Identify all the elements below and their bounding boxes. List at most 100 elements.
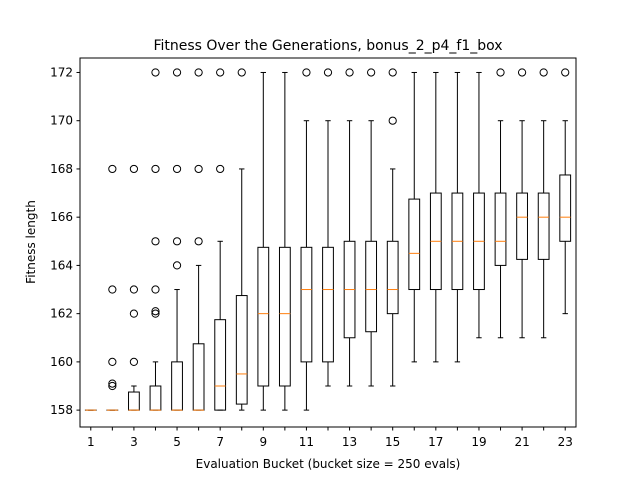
outlier-point bbox=[172, 237, 182, 246]
y-tick-label: 164 bbox=[50, 258, 73, 272]
outlier-point bbox=[367, 68, 376, 77]
outlier-point bbox=[517, 68, 527, 77]
outlier-point bbox=[108, 285, 117, 294]
outlier-point bbox=[388, 116, 397, 125]
y-tick-label: 160 bbox=[50, 355, 73, 369]
box-plot-20 bbox=[494, 68, 507, 339]
outlier-point bbox=[216, 68, 225, 77]
y-tick-label: 168 bbox=[50, 162, 73, 176]
box-plot-16 bbox=[408, 71, 421, 363]
outlier-point bbox=[561, 68, 570, 77]
x-tick-label: 1 bbox=[87, 435, 95, 449]
box bbox=[322, 246, 334, 363]
outlier-point bbox=[345, 68, 354, 77]
x-tick-label: 23 bbox=[558, 435, 573, 449]
box-plot-11 bbox=[300, 68, 313, 411]
outlier-point bbox=[129, 309, 139, 318]
y-tick-label: 172 bbox=[50, 65, 73, 79]
y-tick-label: 162 bbox=[50, 307, 73, 321]
box-plot-7 bbox=[214, 68, 227, 411]
outlier-point bbox=[108, 357, 117, 366]
outlier-point bbox=[323, 68, 333, 77]
box bbox=[365, 240, 378, 333]
y-axis: 158 160 162 164 166 168 170 172 bbox=[50, 65, 80, 417]
outlier-point bbox=[194, 68, 203, 77]
outlier-point bbox=[151, 164, 160, 174]
x-tick-label: 7 bbox=[216, 435, 224, 449]
box bbox=[235, 295, 248, 405]
outlier-point bbox=[151, 68, 160, 77]
x-tick-label: 5 bbox=[173, 435, 181, 449]
outlier-point bbox=[108, 381, 117, 391]
outlier-point bbox=[237, 68, 246, 77]
box bbox=[559, 174, 572, 242]
outlier-point bbox=[151, 285, 160, 294]
outlier-point bbox=[194, 237, 203, 246]
x-axis: 1 3 5 7 9 11 13 15 17 19 21 23 bbox=[87, 427, 573, 449]
box-plot-18 bbox=[451, 71, 464, 363]
outlier-point bbox=[172, 68, 182, 77]
box-plot-2 bbox=[106, 164, 119, 411]
box bbox=[149, 385, 162, 411]
outlier-point bbox=[129, 285, 139, 294]
box-plot-23 bbox=[559, 68, 572, 315]
box bbox=[494, 192, 507, 266]
box-plot-8 bbox=[235, 68, 248, 411]
outlier-point bbox=[108, 164, 117, 174]
outlier-point bbox=[151, 309, 160, 318]
box-plot-4 bbox=[149, 68, 162, 411]
box-plot-14 bbox=[365, 68, 378, 387]
outlier-point bbox=[172, 261, 182, 270]
box bbox=[257, 246, 270, 387]
x-tick-label: 21 bbox=[514, 435, 529, 449]
box bbox=[214, 319, 227, 411]
outlier-point bbox=[151, 307, 160, 316]
x-tick-label: 17 bbox=[428, 435, 443, 449]
box-plot-5 bbox=[171, 68, 183, 411]
box-plot-17 bbox=[429, 71, 442, 363]
box-plot-15 bbox=[386, 68, 399, 387]
box-plot-21 bbox=[516, 68, 528, 339]
box bbox=[516, 192, 528, 260]
box-plot-9 bbox=[257, 71, 270, 411]
box-plot-22 bbox=[537, 68, 550, 339]
box bbox=[192, 343, 205, 411]
box-plot-6 bbox=[192, 68, 205, 411]
outlier-point bbox=[302, 68, 311, 77]
y-tick-label: 166 bbox=[50, 210, 73, 224]
box bbox=[386, 240, 399, 315]
outlier-point bbox=[108, 379, 117, 388]
y-axis-label: Fitness length bbox=[24, 200, 38, 284]
outlier-point bbox=[539, 68, 548, 77]
box-plot-3 bbox=[128, 164, 140, 411]
outlier-point bbox=[388, 68, 397, 77]
outlier-point bbox=[129, 164, 139, 174]
box-plot-19 bbox=[473, 71, 485, 339]
y-tick-label: 158 bbox=[50, 403, 73, 417]
box-plot-13 bbox=[343, 68, 356, 387]
x-axis-label: Evaluation Bucket (bucket size = 250 eva… bbox=[196, 457, 461, 471]
outlier-point bbox=[194, 164, 203, 174]
outlier-point bbox=[496, 68, 505, 77]
box-plot-12 bbox=[322, 68, 334, 387]
x-tick-label: 9 bbox=[259, 435, 267, 449]
box bbox=[171, 361, 183, 411]
outlier-point bbox=[216, 164, 225, 174]
outlier-point bbox=[151, 237, 160, 246]
box bbox=[300, 246, 313, 363]
chart-title: Fitness Over the Generations, bonus_2_p4… bbox=[153, 38, 502, 54]
box-plot-10 bbox=[278, 71, 291, 411]
box bbox=[128, 391, 140, 411]
x-tick-label: 15 bbox=[385, 435, 400, 449]
outlier-point bbox=[129, 357, 139, 366]
outlier-point bbox=[172, 164, 182, 174]
y-tick-label: 170 bbox=[50, 114, 73, 128]
x-tick-label: 11 bbox=[299, 435, 314, 449]
box bbox=[408, 198, 421, 291]
x-tick-label: 13 bbox=[342, 435, 357, 449]
box bbox=[278, 246, 291, 387]
x-tick-label: 19 bbox=[471, 435, 486, 449]
box bbox=[537, 192, 550, 260]
box-plots bbox=[84, 68, 572, 411]
